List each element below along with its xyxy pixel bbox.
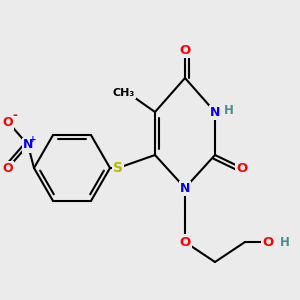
Text: +: + [29, 134, 37, 143]
Text: N: N [180, 182, 190, 194]
Text: O: O [236, 161, 247, 175]
Text: O: O [262, 236, 274, 248]
Text: O: O [179, 44, 191, 56]
Text: H: H [280, 236, 290, 248]
Text: N: N [210, 106, 220, 118]
Text: CH₃: CH₃ [113, 88, 135, 98]
Text: N: N [23, 139, 33, 152]
Text: H: H [224, 103, 234, 116]
Text: -: - [13, 110, 17, 122]
Text: S: S [113, 161, 123, 175]
Text: O: O [179, 236, 191, 248]
Text: O: O [3, 161, 13, 175]
Text: O: O [3, 116, 13, 128]
